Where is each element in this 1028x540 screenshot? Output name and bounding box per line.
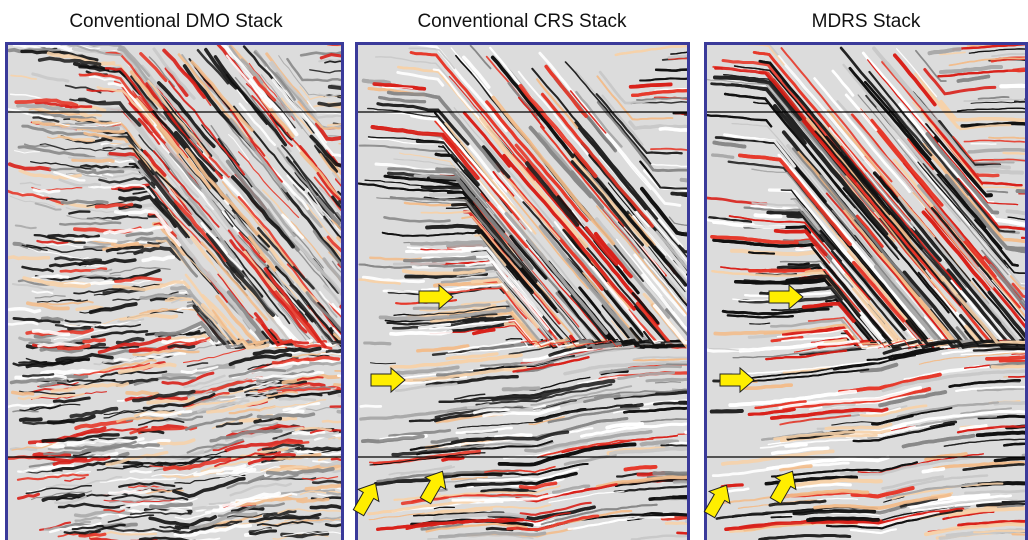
seismic-event [80,534,105,536]
seismic-event [475,484,495,485]
seismic-event [73,160,113,161]
seismic-event [808,519,878,521]
seismic-event [431,195,461,196]
seismic-event [789,264,809,265]
seismic-event [1004,153,1028,155]
seismic-event [127,233,152,235]
seismic-event [992,366,1028,368]
seismic-event [654,402,699,404]
seismic-event [365,343,390,344]
seismic-event [328,350,353,351]
seismic-section [706,41,1028,540]
seismic-event [21,419,41,420]
seismic-event [712,411,742,412]
seismic-event [429,266,464,267]
seismic-event [443,458,463,460]
seismic-event [131,471,151,473]
seismic-event [9,257,49,259]
panel-title: MDRS Stack [812,11,921,32]
seismic-event [62,201,107,203]
seismic-event [66,106,91,107]
seismic-section [7,43,412,540]
seismic-event [656,69,706,71]
seismic-event [504,388,539,389]
seismic-event [512,409,532,410]
seismic-event [34,190,59,193]
seismic-event [786,445,806,447]
seismic-event [280,398,315,400]
figure: Conventional DMO Stack Conventional CRS … [0,0,1028,540]
seismic-event [294,432,324,434]
panel-title: Conventional CRS Stack [417,11,627,32]
seismic-event [112,243,137,246]
seismic-event [32,291,52,293]
seismic-event [631,84,671,86]
seismic-event [69,157,129,159]
page: Conventional DMO Stack Conventional CRS … [0,0,1028,540]
seismic-event [771,517,791,518]
seismic-event [127,392,157,394]
seismic-event [319,103,349,105]
seismic-event [756,215,781,216]
seismic-event [235,470,255,472]
seismic-event [84,340,104,342]
seismic-event [323,421,353,422]
seismic-event [1001,86,1028,87]
seismic-event [361,406,381,407]
seismic-event [169,346,194,348]
seismic-event [626,467,656,470]
seismic-event [13,392,33,394]
seismic-event [394,263,444,264]
panel-title: Conventional DMO Stack [69,11,283,32]
seismic-event [995,403,1028,405]
